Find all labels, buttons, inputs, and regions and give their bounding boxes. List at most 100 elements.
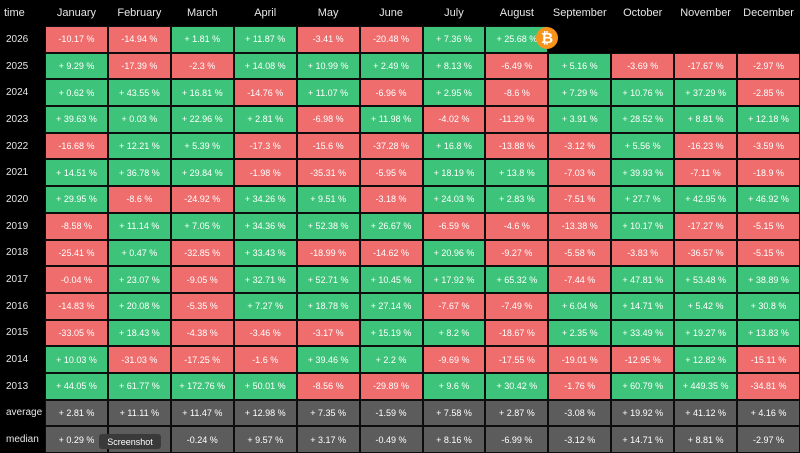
table-cell: + 16.8 %	[422, 132, 486, 160]
table-cell: -1.98 %	[233, 159, 297, 187]
table-cell: -7.49 %	[485, 292, 549, 320]
table-cell: + 39.63 %	[45, 106, 108, 133]
table-cell: + 10.45 %	[359, 266, 423, 293]
table-cell: + 13.83 %	[737, 319, 800, 347]
table-cell: -29.89 %	[359, 372, 423, 400]
table-cell: -9.05 %	[170, 266, 234, 293]
column-header-september[interactable]: September	[548, 0, 612, 26]
table-cell: + 2.87 %	[485, 399, 549, 427]
table-cell: -15.6 %	[296, 132, 360, 160]
table-cell: + 7.05 %	[170, 212, 234, 240]
table-cell: -31.03 %	[107, 346, 171, 373]
row-label: 2016	[0, 292, 45, 320]
table-cell: + 44.05 %	[45, 372, 108, 400]
table-cell: -0.04 %	[45, 266, 108, 293]
column-header-july[interactable]: July	[422, 0, 486, 26]
table-cell: -14.62 %	[359, 239, 423, 267]
table-cell: -7.11 %	[674, 159, 738, 187]
table-cell: -7.67 %	[422, 292, 486, 320]
table-cell: + 11.98 %	[359, 106, 423, 133]
table-cell: -6.59 %	[422, 212, 486, 240]
table-cell: -7.51 %	[548, 186, 612, 213]
table-cell: -3.12 %	[548, 426, 612, 453]
table-cell: + 32.71 %	[233, 266, 297, 293]
table-cell: + 61.77 %	[107, 372, 171, 400]
table-cell: -6.98 %	[296, 106, 360, 133]
table-cell: -4.02 %	[422, 106, 486, 133]
table-cell: + 22.96 %	[170, 106, 234, 133]
table-cell: + 7.35 %	[296, 399, 360, 427]
table-cell: -14.76 %	[233, 79, 297, 107]
table-cell: + 4.16 %	[737, 399, 800, 427]
table-cell: + 24.03 %	[422, 186, 486, 213]
column-header-may[interactable]: May	[296, 0, 360, 26]
table-cell: -18.9 %	[737, 159, 800, 187]
table-cell: -9.27 %	[485, 239, 549, 267]
column-header-april[interactable]: April	[233, 0, 297, 26]
table-cell: + 7.36 %	[422, 26, 486, 53]
table-cell: -18.99 %	[296, 239, 360, 267]
table-cell: -5.95 %	[359, 159, 423, 187]
table-cell: -1.6 %	[233, 346, 297, 373]
table-cell: + 39.46 %	[296, 346, 360, 373]
table-cell: -13.38 %	[548, 212, 612, 240]
column-header-august[interactable]: August	[485, 0, 549, 26]
table-cell: -16.68 %	[45, 132, 108, 160]
table-cell: -8.6 %	[485, 79, 549, 107]
column-header-february[interactable]: February	[107, 0, 171, 26]
table-cell: + 33.43 %	[233, 239, 297, 267]
table-cell: -4.6 %	[485, 212, 549, 240]
column-header-january[interactable]: January	[45, 0, 108, 26]
table-cell: + 10.03 %	[45, 346, 108, 373]
table-cell: -7.03 %	[548, 159, 612, 187]
table-cell: -15.11 %	[737, 346, 800, 373]
table-cell: + 11.07 %	[296, 79, 360, 107]
row-label: 2015	[0, 319, 45, 347]
table-cell: + 14.51 %	[45, 159, 108, 187]
column-header-november[interactable]: November	[674, 0, 738, 26]
table-cell: + 43.55 %	[107, 79, 171, 107]
table-cell: -3.83 %	[611, 239, 675, 267]
table-cell: + 33.49 %	[611, 319, 675, 347]
table-cell: + 12.98 %	[233, 399, 297, 427]
table-cell: -5.15 %	[737, 239, 800, 267]
row-label: 2018	[0, 239, 45, 267]
table-cell: + 5.42 %	[674, 292, 738, 320]
column-header-december[interactable]: December	[737, 0, 800, 26]
table-cell: + 2.49 %	[359, 52, 423, 80]
table-cell: + 2.83 %	[485, 186, 549, 213]
table-cell: -2.97 %	[737, 426, 800, 453]
column-header-october[interactable]: October	[611, 0, 675, 26]
table-cell: -5.58 %	[548, 239, 612, 267]
row-label: 2023	[0, 106, 45, 133]
row-label: 2025	[0, 52, 45, 80]
table-cell: + 9.6 %	[422, 372, 486, 400]
table-cell: + 47.81 %	[611, 266, 675, 293]
table-cell: + 3.91 %	[548, 106, 612, 133]
table-cell: -3.46 %	[233, 319, 297, 347]
table-cell: + 38.89 %	[737, 266, 800, 293]
table-cell: + 7.58 %	[422, 399, 486, 427]
table-cell: + 36.78 %	[107, 159, 171, 187]
table-cell: + 16.81 %	[170, 79, 234, 107]
table-cell: + 30.42 %	[485, 372, 549, 400]
row-label: 2017	[0, 266, 45, 293]
column-header-time[interactable]: time	[0, 0, 45, 26]
table-cell: -17.55 %	[485, 346, 549, 373]
table-cell: + 20.08 %	[107, 292, 171, 320]
table-cell: + 11.47 %	[170, 399, 234, 427]
table-cell: + 17.92 %	[422, 266, 486, 293]
table-cell: -7.44 %	[548, 266, 612, 293]
screenshot-tooltip: Screenshot	[99, 434, 161, 449]
table-cell: + 9.29 %	[45, 52, 108, 80]
table-cell: -2.3 %	[170, 52, 234, 80]
table-cell: + 7.29 %	[548, 79, 612, 107]
table-cell: + 52.38 %	[296, 212, 360, 240]
table-cell: + 15.19 %	[359, 319, 423, 347]
bitcoin-icon: ₿	[536, 27, 558, 49]
table-cell: + 14.71 %	[611, 292, 675, 320]
table-cell: + 0.47 %	[107, 239, 171, 267]
table-cell: + 2.81 %	[233, 106, 297, 133]
column-header-june[interactable]: June	[359, 0, 423, 26]
column-header-march[interactable]: March	[170, 0, 234, 26]
